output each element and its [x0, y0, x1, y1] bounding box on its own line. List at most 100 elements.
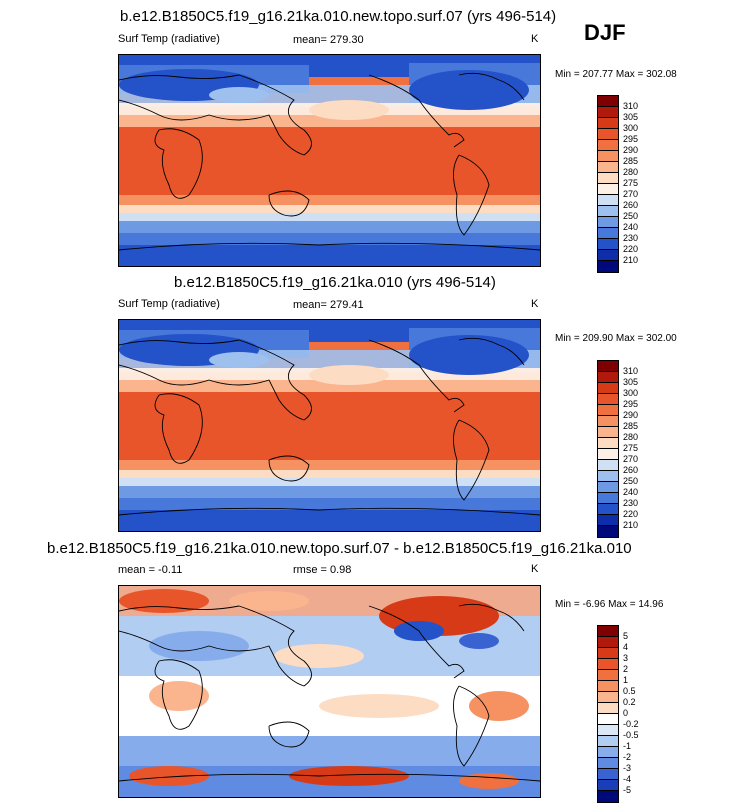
panel-2-map [118, 319, 541, 532]
colorbar-label: 5 [623, 631, 629, 641]
colorbar-label: -5 [623, 785, 632, 795]
colorbar-label: 280 [623, 167, 639, 177]
colorbar-label: 240 [623, 487, 639, 497]
colorbar-cell [598, 118, 618, 129]
colorbar-cell [598, 659, 618, 670]
colorbar-cell [598, 703, 618, 714]
colorbar-label: 230 [623, 498, 639, 508]
panel-3-mean: mean = -0.11 [118, 564, 183, 576]
colorbar-cell [598, 504, 618, 515]
colorbar-label: 270 [623, 189, 639, 199]
colorbar-label: 305 [623, 112, 639, 122]
season-label: DJF [584, 20, 626, 45]
panel-3-title: b.e12.B1850C5.f19_g16.21ka.010.new.topo.… [47, 540, 632, 557]
colorbar-label: 0.2 [623, 697, 636, 707]
colorbar-cell [598, 107, 618, 118]
colorbar-cell [598, 460, 618, 471]
colorbar-cell [598, 482, 618, 493]
colorbar-cell [598, 758, 618, 769]
colorbar-label: 310 [623, 101, 639, 111]
colorbar-label: -3 [623, 763, 632, 773]
colorbar-cell [598, 129, 618, 140]
colorbar-cell [598, 515, 618, 526]
panel-1-units: K [531, 33, 539, 45]
colorbar-cell [598, 261, 618, 272]
panel-3-minmax: Min = -6.96 Max = 14.96 [555, 599, 664, 610]
colorbar-cell [598, 416, 618, 427]
colorbar-label: 230 [623, 233, 639, 243]
colorbar-cell [598, 791, 618, 802]
panel-3-map-field [119, 586, 540, 797]
colorbar-label: 295 [623, 399, 639, 409]
colorbar-label: 250 [623, 476, 639, 486]
panel-1-minmax: Min = 207.77 Max = 302.08 [555, 69, 677, 80]
panel-2-variable: Surf Temp (radiative) [118, 298, 220, 310]
colorbar-label: 250 [623, 211, 639, 221]
panel-2-mean: mean= 279.41 [293, 299, 364, 311]
colorbar-label: 270 [623, 454, 639, 464]
colorbar-cell [598, 96, 618, 107]
panel-1-map-field [119, 55, 540, 266]
colorbar-cell [598, 681, 618, 692]
colorbar-label: 300 [623, 123, 639, 133]
colorbar-cell [598, 714, 618, 725]
colorbar-label: 290 [623, 145, 639, 155]
colorbar-label: -2 [623, 752, 632, 762]
colorbar-label: 210 [623, 520, 639, 530]
colorbar-label: 285 [623, 156, 639, 166]
colorbar-label: 310 [623, 366, 639, 376]
colorbar-label: 4 [623, 642, 629, 652]
colorbar-cell [598, 493, 618, 504]
colorbar-cell [598, 162, 618, 173]
colorbar-cell [598, 405, 618, 416]
colorbar-cell [598, 692, 618, 703]
panel-1-title: b.e12.B1850C5.f19_g16.21ka.010.new.topo.… [120, 8, 557, 25]
colorbar-cell [598, 361, 618, 372]
colorbar-cell [598, 780, 618, 791]
colorbar-label: 280 [623, 432, 639, 442]
colorbar-label: 1 [623, 675, 629, 685]
colorbar-label: 210 [623, 255, 639, 265]
colorbar-label: 0 [623, 708, 629, 718]
colorbar-label: 3 [623, 653, 629, 663]
colorbar-cell [598, 151, 618, 162]
panel-3-units: K [531, 563, 539, 575]
colorbar-cell [598, 372, 618, 383]
panel-2-colorbar [597, 360, 619, 538]
colorbar-cell [598, 626, 618, 637]
colorbar-label: 260 [623, 200, 639, 210]
colorbar-cell [598, 228, 618, 239]
panel-1-variable: Surf Temp (radiative) [118, 33, 220, 45]
colorbar-label: 300 [623, 388, 639, 398]
colorbar-label: 220 [623, 244, 639, 254]
colorbar-label: 2 [623, 664, 629, 674]
panel-2-map-field [119, 320, 540, 531]
colorbar-cell [598, 383, 618, 394]
colorbar-cell [598, 648, 618, 659]
panel-3-rmse: rmse = 0.98 [293, 564, 352, 576]
colorbar-cell [598, 471, 618, 482]
colorbar-cell [598, 670, 618, 681]
colorbar-label: -1 [623, 741, 632, 751]
colorbar-label: 290 [623, 410, 639, 420]
colorbar-cell [598, 747, 618, 758]
colorbar-label: 285 [623, 421, 639, 431]
colorbar-label: 0.5 [623, 686, 636, 696]
panel-3-colorbar [597, 625, 619, 803]
colorbar-cell [598, 526, 618, 537]
colorbar-cell [598, 438, 618, 449]
colorbar-cell [598, 394, 618, 405]
panel-2-title: b.e12.B1850C5.f19_g16.21ka.010 (yrs 496-… [174, 274, 496, 291]
colorbar-cell [598, 239, 618, 250]
colorbar-label: -0.2 [623, 719, 639, 729]
colorbar-cell [598, 449, 618, 460]
panel-1-colorbar [597, 95, 619, 273]
panel-1-mean: mean= 279.30 [293, 34, 364, 46]
colorbar-cell [598, 250, 618, 261]
panel-1-map [118, 54, 541, 267]
colorbar-cell [598, 173, 618, 184]
colorbar-cell [598, 217, 618, 228]
colorbar-label: 220 [623, 509, 639, 519]
colorbar-cell [598, 206, 618, 217]
colorbar-label: -4 [623, 774, 632, 784]
